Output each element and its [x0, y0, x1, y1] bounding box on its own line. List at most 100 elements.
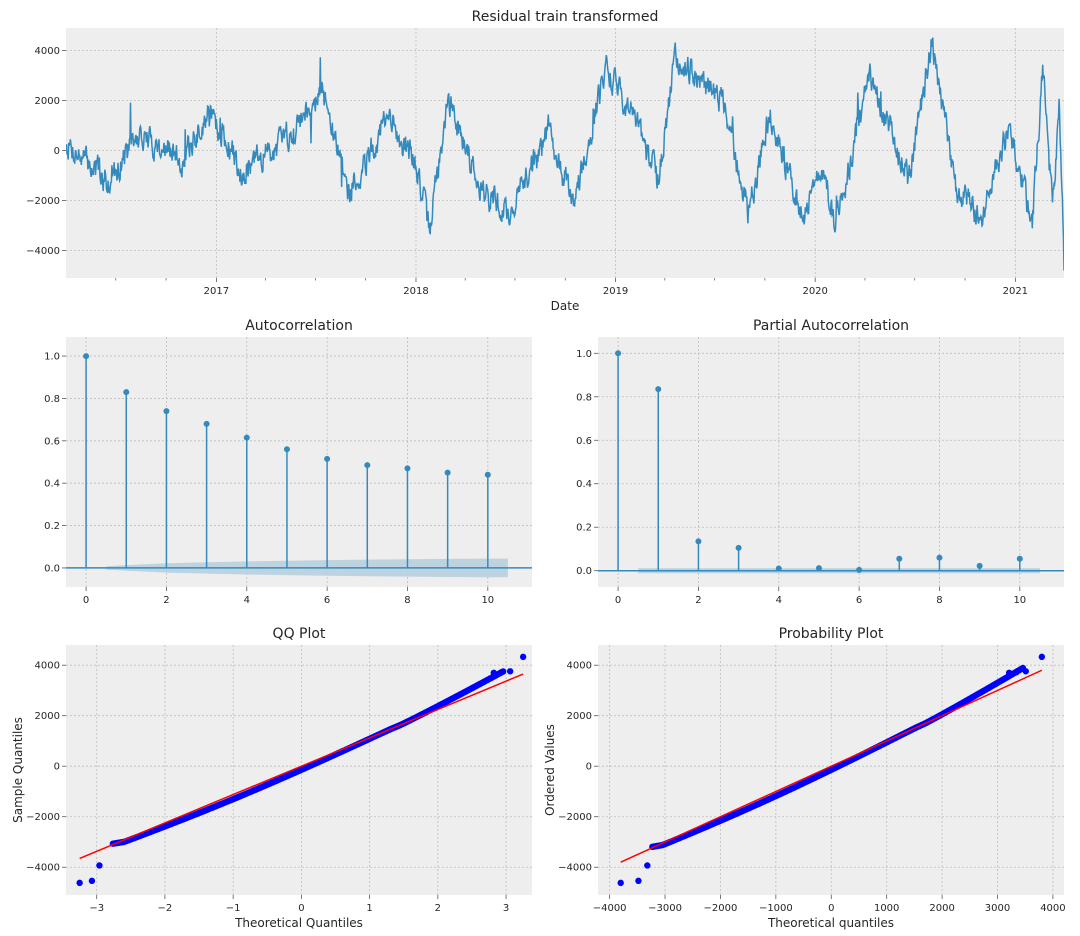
qq-xlabel: Theoretical Quantiles	[234, 916, 363, 930]
qq-ytick-label: −4000	[26, 863, 60, 874]
qq-xtick-label: 1	[366, 903, 372, 914]
acf-stem-marker	[163, 408, 170, 415]
pacf-stem-marker	[695, 538, 702, 545]
residual-xtick-label: 2018	[403, 286, 428, 297]
acf-stem-marker	[203, 420, 210, 427]
acf-ytick-label: 0.4	[44, 479, 60, 490]
acf-xtick-label: 10	[481, 595, 494, 606]
prob-ytick-label: −2000	[558, 812, 592, 823]
acf-panel: 0 2 4 6 8 10 0.0 0.2 0.4 0.6 0.8 1.0 Autocorrelation	[44, 318, 532, 606]
residual-ytick-label: 0	[54, 146, 60, 157]
pacf-xtick-label: 2	[695, 595, 701, 606]
residual-xlabel: Date	[551, 299, 580, 313]
qq-outlier-point	[76, 879, 83, 887]
qq-ylabel: Sample Quantiles	[11, 717, 25, 823]
prob-xtick-label: 0	[828, 903, 834, 914]
acf-stem-marker	[444, 469, 451, 476]
acf-xtick-label: 6	[324, 595, 330, 606]
pacf-stem-marker	[615, 350, 622, 357]
qq-title: QQ Plot	[273, 626, 326, 642]
residual-panel: 2017 2018 2019 2020 2021 −4000 −2000 0 2000 4000 R…	[26, 9, 1064, 313]
acf-title: Autocorrelation	[245, 318, 353, 334]
prob-ytick-label: −4000	[558, 863, 592, 874]
pacf-ytick-label: 1.0	[576, 349, 592, 360]
acf-xtick-label: 4	[244, 595, 250, 606]
prob-xtick-label: −2000	[704, 903, 738, 914]
pacf-stem-marker	[976, 562, 983, 569]
qq-grid	[66, 645, 532, 895]
qq-outlier-point	[490, 669, 497, 676]
prob-outlier-point	[1038, 653, 1046, 661]
residual-xtick-label: 2020	[802, 286, 827, 297]
acf-xtick-label: 0	[83, 595, 89, 606]
pacf-xtick-label: 4	[776, 595, 782, 606]
pacf-xtick-label: 6	[856, 595, 862, 606]
prob-ytick-label: 0	[586, 762, 592, 773]
prob-xtick-label: 1000	[874, 903, 899, 914]
pacf-ytick-label: 0.6	[576, 436, 592, 447]
pacf-stem-marker	[896, 555, 903, 562]
pacf-xtick-label: 10	[1013, 595, 1026, 606]
prob-outlier-point	[635, 877, 642, 885]
acf-stem-marker	[484, 471, 491, 478]
pacf-marks	[598, 350, 1064, 574]
pacf-plot-area	[598, 337, 1064, 587]
pacf-title: Partial Autocorrelation	[753, 318, 909, 334]
prob-ylabel: Ordered Values	[543, 724, 557, 816]
prob-outlier-point	[644, 862, 651, 869]
acf-ytick-label: 0.2	[44, 521, 60, 532]
pacf-stem-marker	[775, 565, 782, 572]
prob-outlier-point	[1013, 669, 1020, 676]
prob-xlabel: Theoretical quantiles	[767, 916, 894, 930]
qq-xtick-label: 3	[503, 903, 509, 914]
prob-outlier-point	[1005, 669, 1013, 676]
pacf-ytick-label: 0.0	[576, 566, 592, 577]
pacf-stem-marker	[815, 565, 822, 572]
residual-ytick-label: −2000	[26, 196, 60, 207]
residual-ytick-label: −4000	[26, 246, 60, 257]
pacf-stem-marker	[1016, 555, 1023, 562]
acf-stem-marker	[83, 353, 90, 360]
prob-xtick-label: 2000	[929, 903, 954, 914]
qq-xtick-label: −1	[226, 903, 241, 914]
residual-xtick-label: 2019	[603, 286, 628, 297]
residual-marks	[66, 37, 1064, 271]
acf-stem-marker	[243, 434, 250, 441]
pacf-ytick-label: 0.4	[576, 479, 592, 490]
residual-title: Residual train transformed	[472, 9, 659, 25]
qq-panel: −3 −2 −1 0 1 2 3 −4000 −2000 0 2000 4000 QQ Plot Theo…	[11, 626, 532, 930]
pacf-stem-marker	[655, 386, 662, 393]
prob-fit-line	[620, 669, 1043, 863]
qq-xtick-label: −2	[158, 903, 173, 914]
pacf-xtick-label: 8	[936, 595, 942, 606]
qq-xtick-label: 0	[298, 903, 304, 914]
qq-outlier-point	[506, 668, 514, 675]
acf-ytick-label: 1.0	[44, 352, 60, 363]
acf-stem-marker	[123, 389, 130, 396]
prob-panel: −4000 −3000 −2000 −1000 0 1000 2000 3000 4000 −40…	[543, 626, 1066, 930]
acf-stem-marker	[283, 446, 290, 453]
prob-title: Probability Plot	[779, 626, 884, 642]
qq-ytick-label: 4000	[35, 661, 60, 672]
acf-marks	[66, 353, 532, 578]
residual-series-line	[66, 37, 1064, 271]
residual-ytick-label: 4000	[35, 46, 60, 57]
residual-ytick-label: 2000	[35, 96, 60, 107]
acf-ytick-label: 0.6	[44, 436, 60, 447]
qq-ytick-label: 2000	[35, 711, 60, 722]
prob-outlier-point	[617, 879, 624, 887]
pacf-stem-marker	[936, 554, 943, 561]
acf-plot-area	[66, 337, 532, 587]
acf-stem-marker	[404, 465, 411, 472]
pacf-xtick-label: 0	[615, 595, 621, 606]
acf-ytick-label: 0.8	[44, 394, 60, 405]
prob-ytick-label: 2000	[567, 711, 592, 722]
qq-ytick-label: 0	[54, 762, 60, 773]
prob-grid	[598, 645, 1064, 895]
prob-xtick-label: −4000	[593, 903, 627, 914]
acf-stem-marker	[324, 455, 331, 462]
qq-outlier-point	[519, 653, 527, 661]
qq-xtick-label: 2	[435, 903, 441, 914]
prob-xtick-label: −1000	[759, 903, 793, 914]
